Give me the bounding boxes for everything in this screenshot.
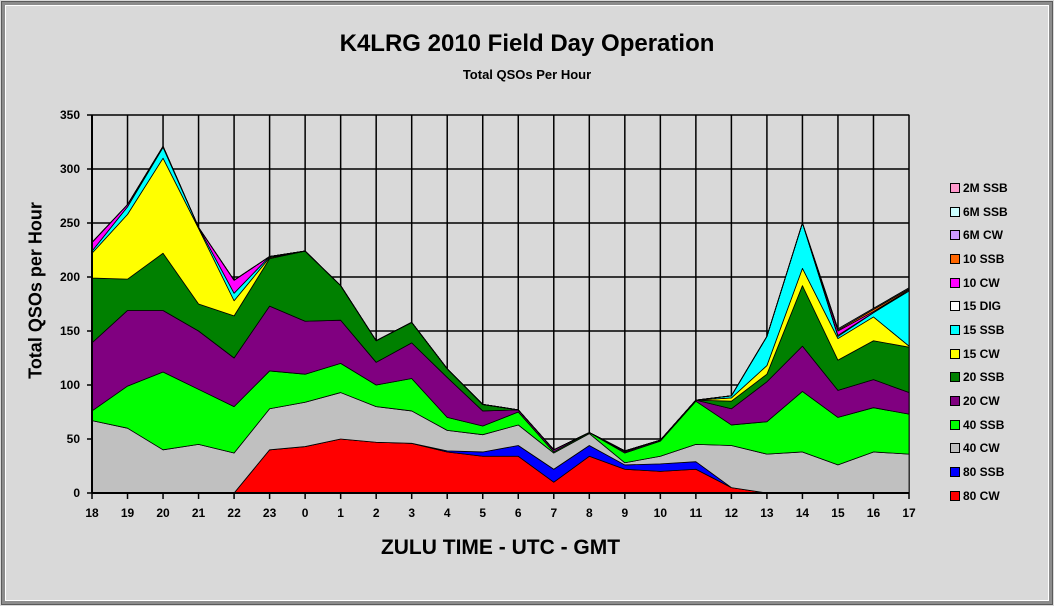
legend-label: 15 CW xyxy=(963,346,1000,361)
x-tick-label: 21 xyxy=(192,506,206,520)
x-tick-label: 4 xyxy=(444,506,451,520)
legend-label: 10 SSB xyxy=(963,251,1005,266)
legend-label: 40 CW xyxy=(963,441,1000,456)
legend-swatch xyxy=(950,182,960,193)
legend-swatch xyxy=(950,443,960,454)
legend-label: 80 CW xyxy=(963,488,1000,503)
legend-swatch xyxy=(950,396,960,407)
legend-item: 20 CW xyxy=(950,389,1008,413)
x-tick-label: 14 xyxy=(796,506,810,520)
legend-label: 20 CW xyxy=(963,394,1000,409)
legend-swatch xyxy=(950,324,960,335)
x-tick-label: 5 xyxy=(479,506,486,520)
x-tick-label: 16 xyxy=(867,506,881,520)
x-tick-label: 20 xyxy=(156,506,170,520)
legend-label: 80 SSB xyxy=(963,465,1005,480)
chart-title: K4LRG 2010 Field Day Operation xyxy=(339,30,715,57)
legend-item: 80 SSB xyxy=(950,460,1008,484)
legend-item: 2M SSB xyxy=(950,176,1008,200)
legend-swatch xyxy=(950,230,960,241)
x-tick-label: 9 xyxy=(621,506,628,520)
y-tick-label: 0 xyxy=(73,486,80,500)
legend: 2M SSB 6M SSB 6M CW 10 SSB 10 CW 15 DIG 15 SSB… xyxy=(950,176,1008,508)
legend-item: 20 SSB xyxy=(950,366,1008,390)
legend-swatch xyxy=(950,277,960,288)
legend-item: 15 SSB xyxy=(950,318,1008,342)
x-tick-label: 7 xyxy=(550,506,557,520)
legend-swatch xyxy=(950,490,960,501)
legend-label: 20 SSB xyxy=(963,370,1005,385)
legend-swatch xyxy=(950,253,960,264)
x-tick-label: 18 xyxy=(85,506,99,520)
y-tick-label: 150 xyxy=(60,324,80,338)
legend-item: 40 SSB xyxy=(950,413,1008,437)
x-tick-label: 22 xyxy=(227,506,241,520)
x-tick-label: 13 xyxy=(760,506,774,520)
legend-label: 10 CW xyxy=(963,275,1000,290)
x-tick-label: 23 xyxy=(263,506,277,520)
x-tick-label: 15 xyxy=(831,506,845,520)
legend-item: 6M SSB xyxy=(950,200,1008,224)
legend-label: 6M SSB xyxy=(963,204,1008,219)
legend-swatch xyxy=(950,467,960,478)
legend-item: 6M CW xyxy=(950,223,1008,247)
y-tick-label: 50 xyxy=(67,432,81,446)
x-tick-label: 2 xyxy=(373,506,380,520)
y-tick-label: 200 xyxy=(60,270,80,284)
area-2m-ssb xyxy=(91,145,910,452)
x-tick-label: 12 xyxy=(725,506,739,520)
legend-label: 6M CW xyxy=(963,228,1003,243)
legend-label: 15 SSB xyxy=(963,322,1005,337)
x-tick-label: 11 xyxy=(690,506,703,520)
legend-label: 40 SSB xyxy=(963,417,1005,432)
legend-swatch xyxy=(950,206,960,217)
x-tick-label: 1 xyxy=(337,506,344,520)
x-tick-label: 3 xyxy=(408,506,415,520)
legend-item: 80 CW xyxy=(950,484,1008,508)
y-tick-label: 250 xyxy=(60,216,80,230)
x-tick-label: 0 xyxy=(302,506,309,520)
legend-swatch xyxy=(950,419,960,430)
x-tick-label: 10 xyxy=(654,506,668,520)
x-tick-label: 19 xyxy=(121,506,135,520)
legend-swatch xyxy=(950,301,960,312)
x-tick-label: 6 xyxy=(515,506,522,520)
legend-label: 2M SSB xyxy=(963,180,1008,195)
y-tick-label: 350 xyxy=(60,108,80,122)
x-tick-label: 17 xyxy=(902,506,916,520)
legend-label: 15 DIG xyxy=(963,299,1002,314)
legend-item: 40 CW xyxy=(950,437,1008,461)
x-tick-label: 8 xyxy=(586,506,593,520)
chart-subtitle: Total QSOs Per Hour xyxy=(462,67,592,82)
legend-swatch xyxy=(950,348,960,359)
legend-item: 15 CW xyxy=(950,342,1008,366)
legend-item: 10 CW xyxy=(950,271,1008,295)
legend-item: 10 SSB xyxy=(950,247,1008,271)
legend-item: 15 DIG xyxy=(950,294,1008,318)
x-axis-label: ZULU TIME - UTC - GMT xyxy=(380,536,621,559)
legend-swatch xyxy=(950,372,960,383)
y-tick-label: 100 xyxy=(60,378,80,392)
y-tick-label: 300 xyxy=(60,162,80,176)
